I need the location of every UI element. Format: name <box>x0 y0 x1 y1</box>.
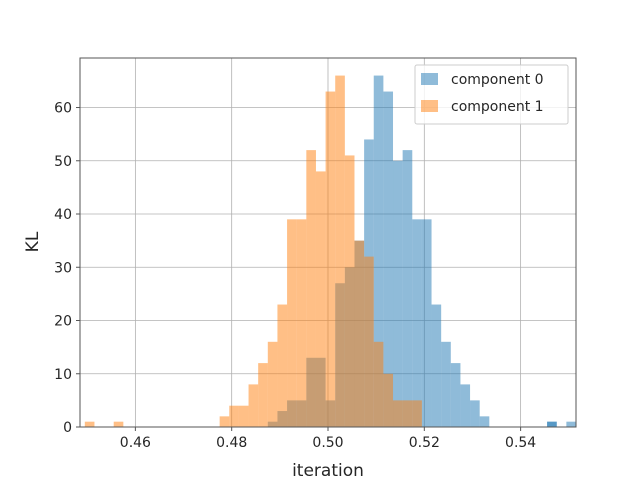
histogram-bar-component-1 <box>267 341 278 427</box>
histogram-bar-component-0 <box>373 75 384 428</box>
y-tick-label: 10 <box>54 367 72 383</box>
histogram-bar-component-1 <box>325 91 336 427</box>
y-tick-label: 40 <box>54 207 72 223</box>
x-tick-label: 0.46 <box>120 435 151 451</box>
y-axis-label: KL <box>23 231 43 252</box>
histogram-bar-component-1 <box>315 171 326 427</box>
ticks: 0.46 0.48 0.50 0.52 0.54 0 10 20 30 40 50 60 <box>54 101 536 451</box>
histogram-bar-component-1 <box>306 150 316 427</box>
histogram-bar-component-1 <box>229 405 239 427</box>
histogram-bar-component-0 <box>412 219 422 427</box>
histogram-bar-component-1 <box>287 219 297 427</box>
y-tick-label: 0 <box>63 420 72 436</box>
histogram-bar-component-1 <box>219 416 230 427</box>
histogram-bar-component-1 <box>344 155 355 427</box>
histogram-bar-component-1 <box>238 405 249 427</box>
x-tick-label: 0.54 <box>505 435 536 451</box>
histogram-bar-component-0 <box>547 421 557 427</box>
histogram-bar-component-0 <box>421 219 432 427</box>
histogram-bar-component-0 <box>393 160 403 427</box>
histogram-bar-component-0 <box>470 400 480 427</box>
histogram-bar-component-0 <box>431 304 442 427</box>
histogram-bar-component-1 <box>277 304 288 427</box>
histogram-bar-component-1 <box>248 384 259 427</box>
histogram-bar-component-0 <box>450 363 461 427</box>
histogram-bar-component-1 <box>373 341 384 427</box>
x-axis-label: iteration <box>292 461 364 480</box>
histogram-bar-component-0 <box>479 416 490 427</box>
y-tick-label: 30 <box>54 260 72 276</box>
histogram-bar-component-1 <box>258 363 268 427</box>
histogram-bar-component-1 <box>113 421 124 427</box>
y-tick-label: 60 <box>54 101 72 117</box>
legend-swatch-component-1 <box>421 100 438 112</box>
histogram-bar-component-1 <box>383 373 394 427</box>
legend-label-component-1: component 1 <box>451 99 544 115</box>
histogram-bar-component-1 <box>84 421 95 427</box>
histogram-bar-component-0 <box>402 150 413 427</box>
histogram-bar-component-0 <box>383 91 394 427</box>
x-tick-label: 0.50 <box>312 435 343 451</box>
y-tick-label: 20 <box>54 314 72 330</box>
x-tick-label: 0.48 <box>216 435 247 451</box>
histogram-bar-component-1 <box>364 256 374 427</box>
legend-box <box>414 64 569 125</box>
y-tick-label: 50 <box>54 154 72 170</box>
histogram-bar-component-1 <box>412 400 422 427</box>
histogram-bar-component-0 <box>460 384 471 427</box>
histogram-bar-component-0 <box>566 421 576 427</box>
legend-swatch-component-0 <box>421 73 438 85</box>
histogram-bar-component-1 <box>402 400 413 427</box>
x-tick-label: 0.52 <box>409 435 440 451</box>
bars <box>84 75 576 428</box>
histogram-bar-component-1 <box>393 400 403 427</box>
histogram-bar-component-1 <box>296 219 307 427</box>
legend: component 0 component 1 <box>414 64 569 125</box>
histogram-bar-component-1 <box>354 240 365 427</box>
histogram-bar-component-0 <box>441 341 451 427</box>
legend-label-component-0: component 0 <box>451 72 544 88</box>
histogram-bar-component-1 <box>335 75 345 428</box>
